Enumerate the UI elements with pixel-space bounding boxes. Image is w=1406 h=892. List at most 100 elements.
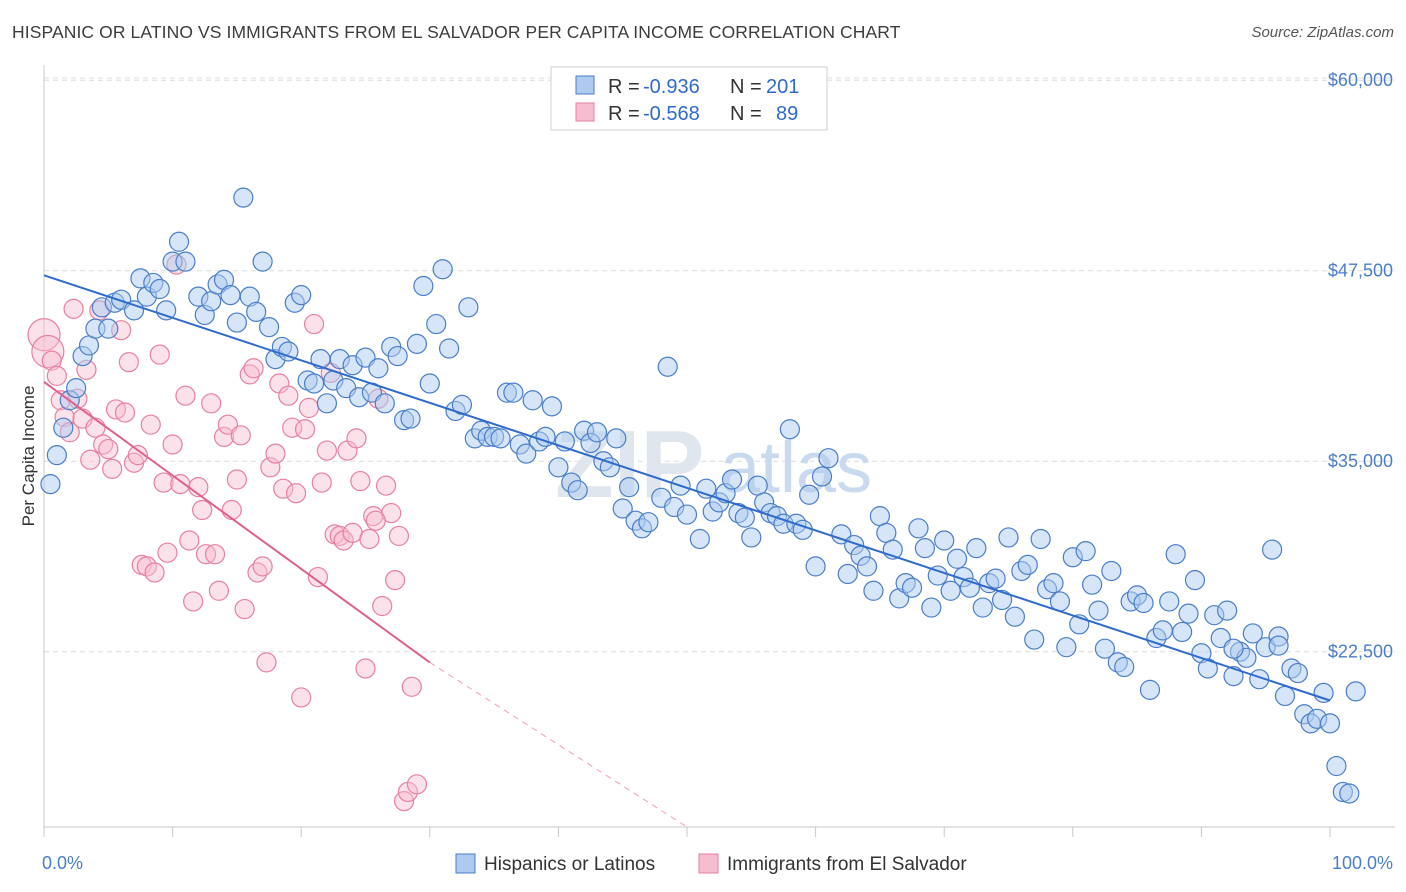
point-hispanic-124 xyxy=(869,506,891,527)
point-el-salvador-75 xyxy=(355,658,376,679)
point-el-salvador-88 xyxy=(365,510,386,531)
point-el-salvador-35 xyxy=(183,591,204,612)
point-hispanic-200 xyxy=(1223,638,1244,659)
point-hispanic-19 xyxy=(168,231,190,252)
point-hispanic-87 xyxy=(612,498,633,519)
point-hispanic-76 xyxy=(541,396,563,417)
point-hispanic-30 xyxy=(246,301,267,322)
point-hispanic-23 xyxy=(201,291,222,312)
point-el-salvador-44 xyxy=(221,499,242,521)
trend-line-hispanics xyxy=(43,274,1331,702)
point-el-salvador-60 xyxy=(291,687,312,708)
legend-r-value-2: -0.568 xyxy=(643,103,700,125)
series-immigrants-el-salvador xyxy=(27,254,428,812)
point-hispanic-173 xyxy=(1184,570,1206,591)
point-hispanic-26 xyxy=(220,285,241,306)
y-tick-label-1: $35,000 xyxy=(1328,451,1393,471)
point-hispanic-198 xyxy=(1345,681,1366,702)
point-hispanic-114 xyxy=(799,484,820,505)
point-el-salvador-15 xyxy=(98,438,119,460)
point-hispanic-182 xyxy=(1242,623,1263,644)
point-hispanic-131 xyxy=(914,538,936,559)
point-el-salvador-48 xyxy=(239,364,260,385)
point-hispanic-135 xyxy=(940,580,961,601)
point-hispanic-133 xyxy=(927,565,948,586)
legend-n-value-1: 201 xyxy=(766,76,799,98)
point-hispanic-32 xyxy=(258,317,280,338)
point-hispanic-144 xyxy=(998,527,1019,548)
point-hispanic-162 xyxy=(1114,656,1135,678)
point-el-salvador-83 xyxy=(388,525,410,547)
point-hispanic-136 xyxy=(946,548,968,569)
point-hispanic-55 xyxy=(406,333,428,354)
point-hispanic-106 xyxy=(747,475,768,496)
point-el-salvador-39 xyxy=(201,393,222,414)
point-hispanic-85 xyxy=(599,457,620,478)
point-hispanic-16 xyxy=(149,278,170,300)
point-hispanic-104 xyxy=(734,507,755,528)
point-hispanic-63 xyxy=(458,297,479,318)
point-el-salvador-56 xyxy=(273,478,294,499)
bottom-legend-swatch-blue xyxy=(455,853,476,874)
point-hispanic-195 xyxy=(1326,755,1347,777)
point-el-salvador-86 xyxy=(401,676,422,697)
point-hispanic-139 xyxy=(966,538,987,559)
point-el-salvador-76 xyxy=(359,528,380,550)
point-el-salvador-45 xyxy=(226,469,247,490)
point-hispanic-123 xyxy=(863,580,884,601)
axes xyxy=(43,65,1395,837)
point-hispanic-142 xyxy=(985,568,1006,589)
point-hispanic-159 xyxy=(1094,638,1116,659)
point-hispanic-27 xyxy=(226,312,247,333)
point-hispanic-2 xyxy=(53,417,74,438)
point-hispanic-86 xyxy=(606,428,627,449)
point-hispanic-166 xyxy=(1139,679,1161,700)
legend-r-value-1: -0.936 xyxy=(643,76,700,98)
bottom-legend: Hispanics or Latinos Immigrants from El … xyxy=(455,853,967,875)
point-el-salvador-16 xyxy=(102,458,123,479)
point-el-salvador-73 xyxy=(346,428,367,449)
point-hispanic-54 xyxy=(400,408,421,429)
point-hispanic-60 xyxy=(438,338,460,359)
point-el-salvador-61 xyxy=(294,419,316,440)
point-hispanic-31 xyxy=(252,251,273,272)
point-el-salvador-27 xyxy=(149,344,170,365)
point-el-salvador-28 xyxy=(153,472,174,493)
point-hispanic-187 xyxy=(1274,685,1296,707)
point-hispanic-172 xyxy=(1178,603,1199,624)
point-hispanic-75 xyxy=(535,426,556,447)
x-tick-label-1: 100.0% xyxy=(1332,853,1393,873)
point-hispanic-175 xyxy=(1197,658,1218,679)
point-hispanic-157 xyxy=(1081,574,1103,595)
point-hispanic-68 xyxy=(490,428,511,449)
point-el-salvador-63 xyxy=(303,313,325,335)
point-hispanic-165 xyxy=(1133,592,1154,614)
point-hispanic-49 xyxy=(368,358,389,379)
point-el-salvador-74 xyxy=(350,470,371,492)
point-el-salvador-59 xyxy=(285,483,307,504)
point-hispanic-140 xyxy=(972,597,993,618)
point-hispanic-147 xyxy=(1017,554,1038,575)
point-hispanic-194 xyxy=(1319,713,1341,734)
trend-lines xyxy=(43,274,1331,828)
point-el-salvador-41 xyxy=(208,580,229,601)
point-hispanic-111 xyxy=(779,419,800,440)
point-el-salvador-79 xyxy=(372,595,393,617)
point-el-salvador-58 xyxy=(282,417,303,438)
point-el-salvador-54 xyxy=(265,443,286,464)
point-el-salvador-52 xyxy=(256,652,277,673)
y-tick-label-3: $60,000 xyxy=(1328,70,1393,90)
trend-line-el-salvador xyxy=(43,381,431,664)
point-hispanic-178 xyxy=(1217,600,1238,621)
point-el-salvador-82 xyxy=(384,570,406,591)
point-el-salvador-47 xyxy=(234,598,255,620)
legend-n-value-2: 89 xyxy=(776,103,798,125)
point-hispanic-59 xyxy=(432,259,453,280)
point-hispanic-83 xyxy=(586,422,608,443)
point-hispanic-20 xyxy=(175,251,196,272)
point-hispanic-145 xyxy=(1004,606,1026,627)
point-hispanic-28 xyxy=(233,187,254,208)
point-hispanic-73 xyxy=(522,390,543,411)
point-el-salvador-40 xyxy=(204,544,226,565)
point-hispanic-122 xyxy=(856,556,878,577)
